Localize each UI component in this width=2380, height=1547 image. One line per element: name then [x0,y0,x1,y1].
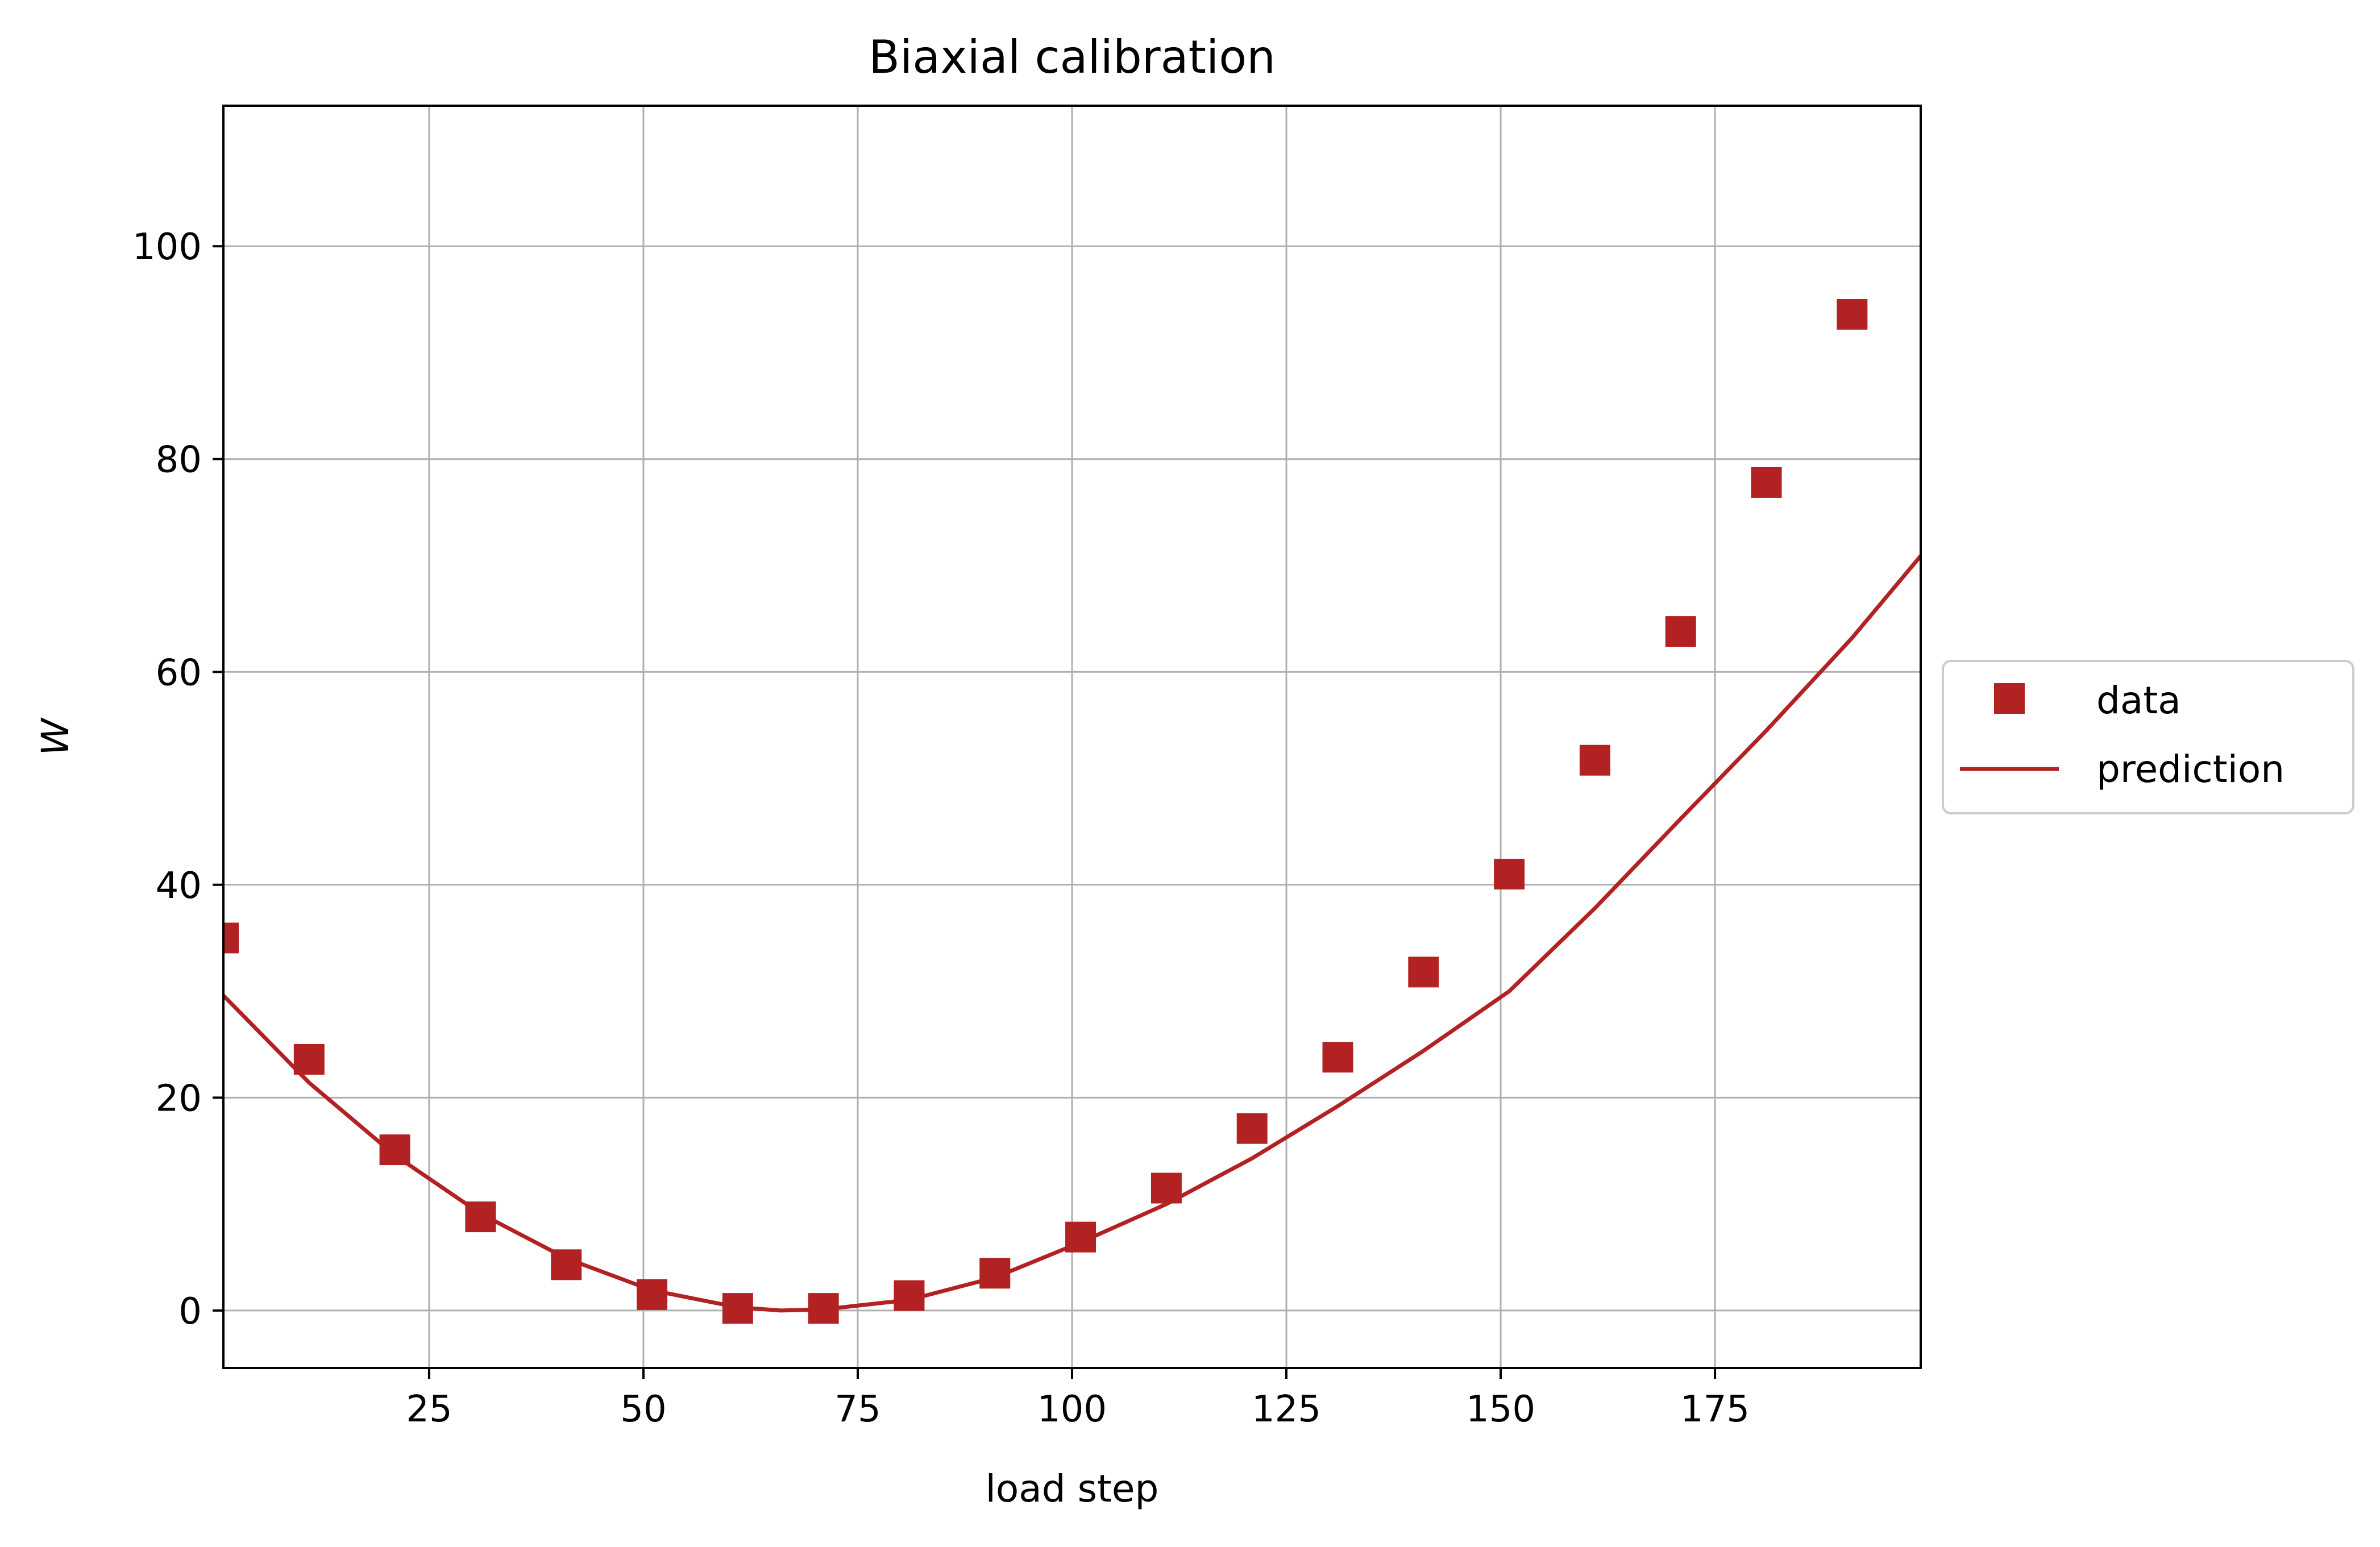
y-tick-label: 100 [132,226,202,268]
data-point [1665,616,1696,647]
y-tick-label: 80 [156,439,202,481]
data-point [551,1249,582,1280]
data-point [637,1279,668,1310]
data-point [465,1201,496,1233]
x-axis-label: load step [986,1467,1159,1511]
data-point [1579,745,1610,776]
data-point [1837,299,1868,330]
x-tick-label: 75 [834,1388,880,1430]
data-point [1408,957,1439,988]
data-point [1065,1221,1096,1253]
data-point [1322,1042,1353,1073]
data-point [379,1134,410,1166]
data-point [1494,859,1525,890]
series-layer [223,299,1921,1324]
x-tick-label: 175 [1680,1388,1750,1430]
data-point [722,1293,753,1324]
x-tick-label: 25 [406,1388,452,1430]
grid [223,106,1921,1368]
data-point [1150,1172,1182,1204]
y-axis-label: W [34,717,77,756]
prediction-line [223,554,1921,1313]
x-tick-label: 50 [620,1388,666,1430]
x-tick-label: 100 [1037,1388,1107,1430]
data-point [894,1280,925,1311]
x-tick-label: 150 [1466,1388,1535,1430]
legend-marker-data [1994,683,2025,714]
x-tick-label: 125 [1252,1388,1321,1430]
data-point [1751,467,1782,498]
legend-label-data: data [2096,679,2181,722]
chart-title: Biaxial calibration [869,31,1276,84]
data-point [1236,1113,1268,1144]
data-point [808,1293,839,1324]
axis-ticks: 25 50 75 100 125 150 175 0 20 40 60 80 100 [132,226,1750,1430]
legend: data prediction [1942,660,2354,814]
y-tick-label: 20 [156,1078,202,1120]
data-point [293,1043,325,1075]
y-tick-label: 40 [156,865,202,907]
y-tick-label: 0 [178,1291,202,1333]
legend-box [1942,660,2354,814]
y-tick-label: 60 [156,652,202,694]
legend-label-prediction: prediction [2096,747,2285,791]
data-point [979,1258,1011,1289]
data-point [223,922,239,954]
